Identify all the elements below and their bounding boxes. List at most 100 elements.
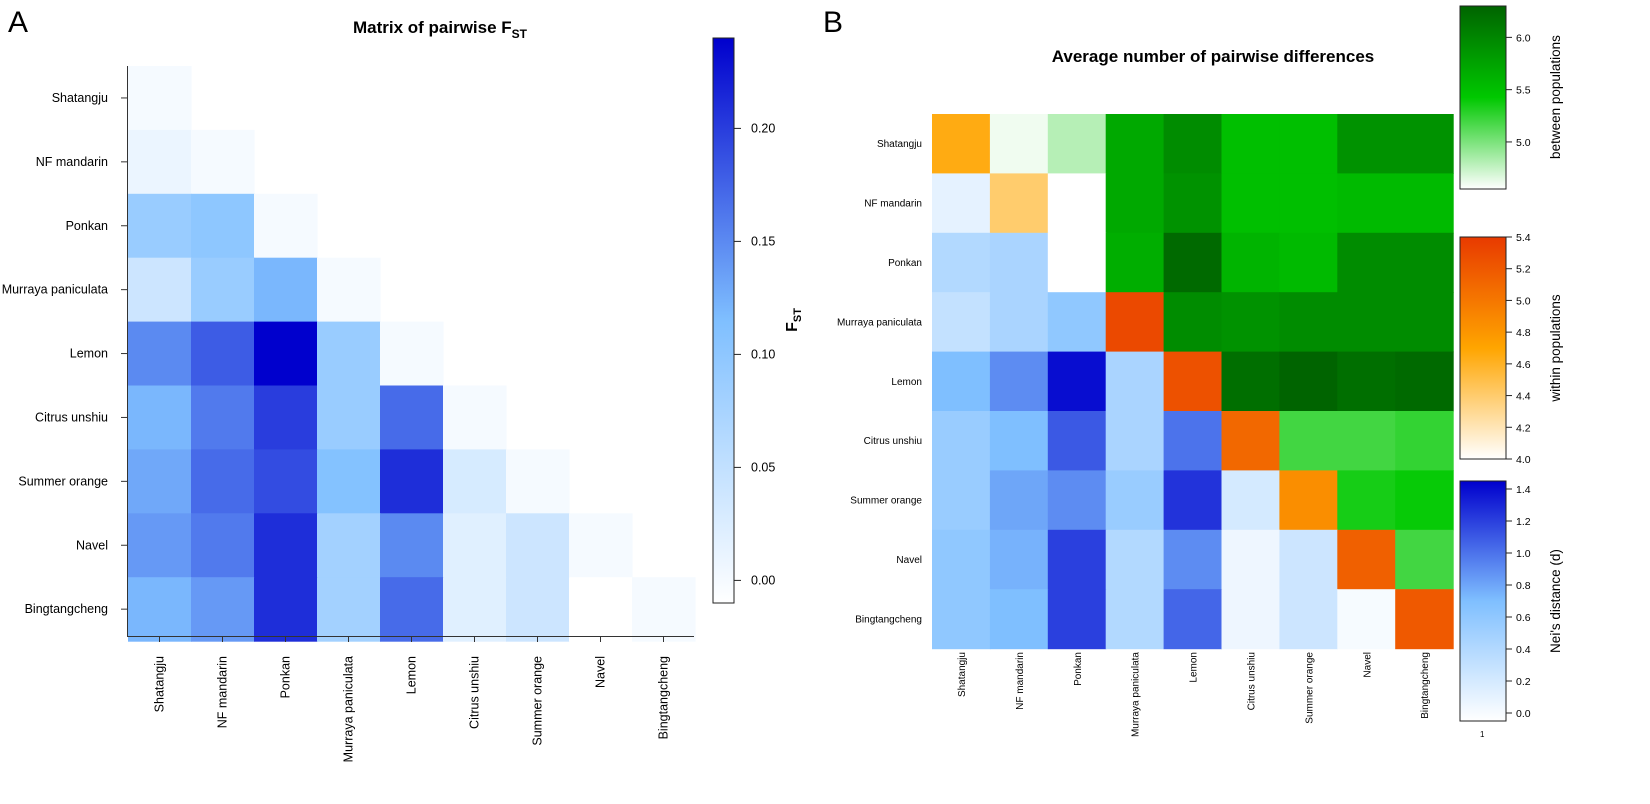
heatmap-cell: [932, 292, 991, 353]
heatmap-cell: [380, 577, 444, 642]
legend-tick-label: 0.6: [1516, 612, 1531, 624]
heatmap-cell: [128, 321, 192, 387]
column-label: Citrus unshiu: [1246, 652, 1257, 710]
column-label: Navel: [1362, 652, 1373, 678]
heatmap-cell: [128, 193, 192, 259]
heatmap-cell: [1279, 292, 1338, 353]
column-label: Murraya paniculata: [1131, 652, 1142, 737]
legend-tick-label: 5.5: [1516, 85, 1531, 97]
heatmap-cell: [1337, 589, 1396, 650]
heatmap-cell: [1279, 114, 1338, 174]
heatmap-cell: [1163, 173, 1223, 234]
heatmap-cell: [1163, 232, 1223, 293]
heatmap-cell: [1221, 589, 1280, 650]
heatmap-cell: [317, 257, 381, 323]
legend-tick-label: 1.0: [1516, 548, 1531, 560]
row-label: Navel: [76, 538, 108, 552]
column-label: Shatangju: [957, 652, 968, 697]
legend-within-label: within populations: [1548, 294, 1563, 403]
column-label: NF mandarin: [216, 656, 230, 728]
heatmap-cell: [1337, 114, 1396, 174]
heatmap-cell: [1163, 589, 1223, 650]
column-label: Lemon: [405, 656, 419, 694]
heatmap-cell: [932, 232, 991, 293]
heatmap-cell: [443, 385, 507, 450]
legend-tick-label: 4.4: [1516, 391, 1531, 403]
legend-tick-label: 4.0: [1516, 454, 1531, 466]
stray-mark: 1: [1480, 730, 1485, 739]
heatmap-cell: [989, 529, 1049, 590]
heatmap-cell: [932, 589, 991, 650]
heatmap-cell: [1163, 529, 1223, 590]
heatmap-cell: [1279, 529, 1338, 590]
colorbar-tick-label: 0.00: [751, 573, 775, 587]
heatmap-cell: [1337, 173, 1396, 234]
heatmap-cell: [1279, 411, 1338, 471]
row-label: Lemon: [891, 377, 922, 388]
heatmap-cell: [1105, 529, 1165, 590]
column-label: Bingtangcheng: [1420, 652, 1431, 719]
heatmap-cell: [1047, 114, 1107, 174]
heatmap-cell: [1337, 529, 1396, 590]
column-label: Summer orange: [1304, 652, 1315, 724]
colorbar-tick-label: 0.05: [751, 460, 775, 474]
heatmap-cell: [506, 449, 570, 514]
row-label: Murraya paniculata: [837, 317, 922, 328]
heatmap-cell: [254, 193, 318, 259]
heatmap-cell: [1221, 411, 1280, 471]
heatmap-cell: [191, 321, 255, 387]
heatmap-cell: [932, 411, 991, 471]
heatmap-cell: [989, 411, 1049, 471]
row-label: NF mandarin: [36, 155, 108, 169]
heatmap-cell: [380, 449, 444, 514]
row-label: Murraya paniculata: [2, 283, 108, 297]
heatmap-cell: [1047, 292, 1107, 353]
heatmap-cell: [1337, 292, 1396, 353]
colorbar-tick-label: 0.10: [751, 347, 775, 361]
heatmap-cell: [1047, 529, 1107, 590]
heatmap-cell: [1105, 351, 1165, 412]
legend-tick-label: 0.4: [1516, 644, 1531, 656]
heatmap-cell: [191, 385, 255, 450]
legend-tick-label: 6.0: [1516, 32, 1531, 44]
heatmap-cell: [989, 351, 1049, 412]
heatmap-cell: [932, 470, 991, 531]
heatmap-cell: [317, 321, 381, 387]
column-label: Ponkan: [279, 656, 293, 698]
heatmap-cell: [632, 577, 696, 642]
column-label: NF mandarin: [1015, 652, 1026, 710]
row-label: Summer orange: [850, 496, 922, 507]
legend-tick-label: 4.8: [1516, 327, 1531, 339]
heatmap-cell: [1395, 114, 1454, 174]
row-label: Ponkan: [66, 219, 108, 233]
heatmap-cell: [443, 577, 507, 642]
heatmap-cell: [1047, 173, 1107, 234]
heatmap-cell: [1337, 232, 1396, 293]
heatmap-cell: [1105, 232, 1165, 293]
row-label: Summer orange: [18, 474, 108, 488]
heatmap-cell: [254, 513, 318, 578]
heatmap-cell: [1395, 292, 1454, 353]
heatmap-cell: [317, 513, 381, 578]
heatmap-cell: [1279, 173, 1338, 234]
heatmap-cell: [569, 513, 633, 578]
legend-nei-distance: [1459, 480, 1507, 722]
panel-a-row-labels: Shatangju NF mandarin Ponkan Murraya panicu…: [2, 91, 127, 616]
heatmap-cell: [1163, 114, 1223, 174]
heatmap-cell: [989, 589, 1049, 650]
column-label: Ponkan: [1073, 652, 1084, 686]
heatmap-cell: [254, 385, 318, 450]
row-label: Lemon: [70, 347, 108, 361]
row-label: Shatangju: [877, 139, 922, 150]
legend-between-populations: [1459, 5, 1507, 190]
heatmap-cell: [380, 513, 444, 578]
heatmap-cell: [1279, 470, 1338, 531]
heatmap-cell: [128, 385, 192, 450]
heatmap-cell: [932, 173, 991, 234]
column-label: Bingtangcheng: [657, 656, 671, 739]
panel-a-colorbar-label: FST: [784, 308, 804, 332]
heatmap-cell: [191, 449, 255, 514]
heatmap-cell: [380, 385, 444, 450]
heatmap-cell: [1047, 351, 1107, 412]
heatmap-cell: [1047, 589, 1107, 650]
